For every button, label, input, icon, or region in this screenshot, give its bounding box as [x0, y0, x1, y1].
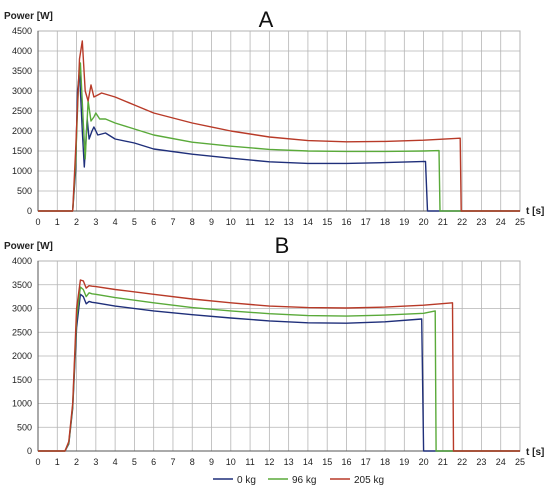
- series-line-96-kg: [38, 62, 520, 212]
- legend-label: 96 kg: [292, 475, 316, 486]
- x-tick-label: 22: [457, 457, 467, 467]
- x-tick-label: 10: [226, 457, 236, 467]
- x-tick-label: 24: [496, 457, 506, 467]
- x-tick-label: 12: [264, 217, 274, 227]
- x-tick-label: 4: [113, 457, 118, 467]
- x-tick-label: 5: [132, 217, 137, 227]
- legend: 0 kg 96 kg 205 kg: [213, 475, 384, 486]
- y-tick-label: 2000: [12, 126, 32, 136]
- y-tick-label: 500: [17, 422, 32, 432]
- y-tick-label: 2000: [12, 351, 32, 361]
- x-tick-label: 9: [209, 457, 214, 467]
- x-axis-label: t [s]: [526, 206, 544, 217]
- chart-b: 0 1 2 3 4 5 6 7 8 9 10 11 12 13 14 15 16 17 18 19 20 21 22 23 24…: [4, 233, 544, 467]
- x-tick-label: 24: [496, 217, 506, 227]
- y-tick-label: 4000: [12, 256, 32, 266]
- y-tick-label: 0: [27, 206, 32, 216]
- x-tick-label: 15: [322, 457, 332, 467]
- x-axis-label: t [s]: [526, 447, 544, 458]
- x-tick-label: 2: [74, 457, 79, 467]
- x-tick-label: 21: [438, 457, 448, 467]
- x-tick-label: 18: [380, 457, 390, 467]
- x-tick-label: 11: [245, 457, 254, 467]
- y-tick-label: 2500: [12, 106, 32, 116]
- chart-title: B: [275, 233, 290, 258]
- x-tick-label: 21: [438, 217, 448, 227]
- x-tick-label: 17: [361, 217, 371, 227]
- x-tick-label: 19: [399, 457, 409, 467]
- x-tick-label: 9: [209, 217, 214, 227]
- x-tick-label: 19: [399, 217, 409, 227]
- x-tick-label: 17: [361, 457, 371, 467]
- x-tick-label: 7: [170, 217, 175, 227]
- x-tick-label: 25: [515, 217, 525, 227]
- x-tick-label: 6: [151, 217, 156, 227]
- x-tick-label: 4: [113, 217, 118, 227]
- series-line-205-kg: [38, 40, 520, 212]
- x-tick-label: 20: [419, 457, 429, 467]
- y-tick-label: 1000: [12, 399, 32, 409]
- x-tick-label: 25: [515, 457, 525, 467]
- y-tick-label: 3000: [12, 86, 32, 96]
- y-axis-label: Power [W]: [4, 11, 53, 22]
- x-tick-label: 3: [93, 457, 98, 467]
- x-tick-label: 7: [170, 457, 175, 467]
- chart-title: A: [259, 7, 274, 32]
- x-tick-label: 14: [303, 457, 313, 467]
- x-tick-label: 11: [245, 217, 254, 227]
- series-line-205-kg: [38, 279, 520, 452]
- y-tick-label: 3500: [12, 66, 32, 76]
- x-tick-label: 13: [284, 217, 294, 227]
- y-tick-label: 4000: [12, 46, 32, 56]
- x-tick-label: 16: [341, 217, 351, 227]
- y-tick-label: 500: [17, 186, 32, 196]
- x-tick-label: 2: [74, 217, 79, 227]
- x-tick-label: 12: [264, 457, 274, 467]
- chart-a: 0 1 2 3 4 5 6 7 8 9 10 11 12 13 14 15 16 17 18 19 20 21 22 23 24…: [4, 7, 544, 227]
- x-tick-label: 5: [132, 457, 137, 467]
- y-tick-label: 3500: [12, 280, 32, 290]
- x-tick-label: 22: [457, 217, 467, 227]
- x-tick-label: 0: [35, 457, 40, 467]
- y-tick-label: 1500: [12, 146, 32, 156]
- x-tick-label: 16: [341, 457, 351, 467]
- x-tick-label: 8: [190, 217, 195, 227]
- y-axis-label: Power [W]: [4, 241, 53, 252]
- legend-label: 0 kg: [237, 475, 256, 486]
- x-tick-label: 14: [303, 217, 313, 227]
- y-tick-label: 1500: [12, 375, 32, 385]
- legend-label: 205 kg: [354, 475, 384, 486]
- x-tick-label: 8: [190, 457, 195, 467]
- x-tick-label: 18: [380, 217, 390, 227]
- x-tick-label: 13: [284, 457, 294, 467]
- x-tick-label: 23: [476, 457, 486, 467]
- x-tick-label: 6: [151, 457, 156, 467]
- x-tick-label: 3: [93, 217, 98, 227]
- x-tick-label: 1: [55, 217, 60, 227]
- x-tick-label: 1: [55, 457, 60, 467]
- y-tick-label: 4500: [12, 26, 32, 36]
- y-tick-label: 1000: [12, 166, 32, 176]
- y-tick-label: 3000: [12, 304, 32, 314]
- x-tick-label: 20: [419, 217, 429, 227]
- x-tick-label: 15: [322, 217, 332, 227]
- x-tick-label: 0: [35, 217, 40, 227]
- y-tick-label: 0: [27, 446, 32, 456]
- y-tick-label: 2500: [12, 327, 32, 337]
- x-tick-label: 23: [476, 217, 486, 227]
- x-tick-label: 10: [226, 217, 236, 227]
